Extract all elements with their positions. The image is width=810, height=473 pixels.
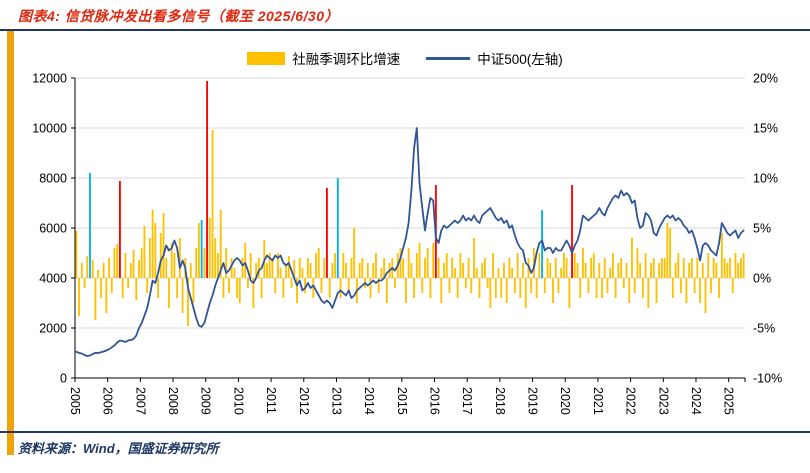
accent-stripe bbox=[7, 31, 14, 455]
legend-item-bars: 社融季调环比增速 bbox=[247, 48, 400, 68]
bar-swatch-icon bbox=[247, 51, 286, 65]
svg-text:6000: 6000 bbox=[39, 222, 67, 236]
svg-text:10000: 10000 bbox=[32, 122, 67, 136]
svg-text:2013: 2013 bbox=[329, 387, 343, 415]
svg-text:-10%: -10% bbox=[753, 372, 782, 386]
legend-item-line: 中证500(左轴) bbox=[426, 48, 563, 68]
svg-text:2023: 2023 bbox=[656, 387, 670, 415]
svg-text:2010: 2010 bbox=[231, 387, 245, 415]
svg-text:2000: 2000 bbox=[39, 322, 67, 336]
svg-text:2012: 2012 bbox=[297, 387, 311, 415]
svg-text:2025: 2025 bbox=[722, 387, 736, 415]
svg-text:2007: 2007 bbox=[133, 387, 147, 415]
page-title: 图表4: 信贷脉冲发出看多信号（截至 2025/6/30） bbox=[18, 8, 340, 24]
svg-text:8000: 8000 bbox=[39, 172, 67, 186]
svg-text:2024: 2024 bbox=[689, 387, 703, 415]
svg-text:0%: 0% bbox=[753, 272, 771, 286]
svg-text:5%: 5% bbox=[753, 222, 771, 236]
svg-text:2020: 2020 bbox=[558, 387, 572, 415]
svg-text:2015: 2015 bbox=[395, 387, 409, 415]
svg-text:15%: 15% bbox=[753, 122, 778, 136]
svg-text:2009: 2009 bbox=[199, 387, 213, 415]
svg-text:2016: 2016 bbox=[428, 387, 442, 415]
top-divider bbox=[0, 29, 810, 31]
legend-line-label: 中证500(左轴) bbox=[477, 52, 563, 67]
chart-plot: 0 -10% 2000 -5% 4000 0% 6000 5% 8000 10% 10000 15% 1… bbox=[32, 72, 782, 415]
svg-text:2011: 2011 bbox=[264, 387, 278, 414]
source-text: 资料来源：Wind，国盛证券研究所 bbox=[18, 441, 219, 456]
svg-text:2021: 2021 bbox=[591, 387, 605, 415]
svg-text:2019: 2019 bbox=[526, 387, 540, 415]
svg-text:2005: 2005 bbox=[68, 387, 82, 415]
svg-text:-5%: -5% bbox=[753, 322, 775, 336]
line-swatch-icon bbox=[426, 56, 471, 60]
svg-text:0: 0 bbox=[60, 372, 67, 386]
svg-text:2018: 2018 bbox=[493, 387, 507, 415]
svg-text:2014: 2014 bbox=[362, 387, 376, 415]
svg-text:2008: 2008 bbox=[166, 387, 180, 415]
svg-text:4000: 4000 bbox=[39, 272, 67, 286]
bottom-divider bbox=[0, 431, 810, 433]
svg-text:20%: 20% bbox=[753, 72, 778, 86]
svg-text:10%: 10% bbox=[753, 172, 778, 186]
legend-bar-label: 社融季调环比增速 bbox=[292, 52, 401, 67]
svg-text:2006: 2006 bbox=[101, 387, 115, 415]
svg-text:2022: 2022 bbox=[624, 387, 638, 415]
svg-text:2017: 2017 bbox=[460, 387, 474, 415]
svg-text:12000: 12000 bbox=[32, 72, 67, 86]
chart-legend: 社融季调环比增速 中证500(左轴) bbox=[0, 48, 810, 68]
